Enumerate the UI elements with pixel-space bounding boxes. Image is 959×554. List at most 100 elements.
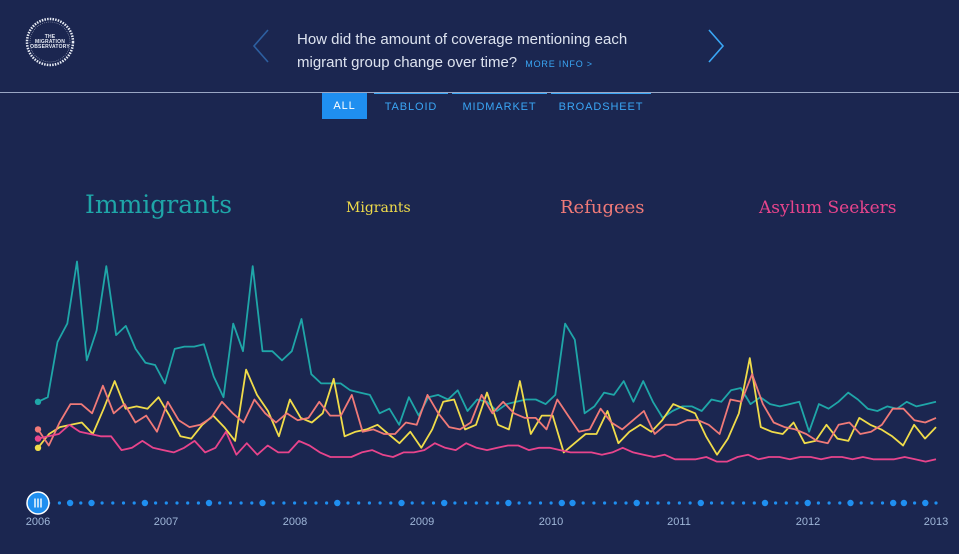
timeline-dot[interactable] (453, 501, 457, 505)
timeline-dot[interactable] (538, 501, 543, 505)
timeline-dot[interactable] (314, 501, 318, 505)
timeline-dot[interactable] (485, 501, 489, 505)
timeline-dot[interactable] (474, 501, 478, 505)
timeline-dot[interactable] (549, 501, 553, 505)
timeline-dot[interactable] (398, 499, 405, 507)
timeline-dot[interactable] (357, 501, 361, 505)
timeline-dot[interactable] (922, 499, 929, 507)
timeline-dot[interactable] (934, 501, 938, 505)
pause-icon[interactable] (26, 491, 50, 515)
timeline-dot[interactable] (282, 501, 286, 505)
timeline-dot[interactable] (141, 499, 149, 507)
timeline-dot[interactable] (66, 499, 74, 507)
timeline-dot[interactable] (378, 501, 382, 505)
timeline-dot[interactable] (367, 501, 371, 505)
timeline-dot[interactable] (581, 501, 585, 505)
timeline-dot[interactable] (624, 501, 628, 505)
timeline-dot[interactable] (890, 499, 897, 507)
series-label-asylum-seekers[interactable]: Asylum Seekers (759, 198, 897, 218)
timeline-dot[interactable] (517, 501, 521, 505)
timeline-dot[interactable] (667, 501, 671, 505)
timeline-dot[interactable] (293, 501, 297, 505)
timeline-dot[interactable] (784, 501, 788, 505)
timeline-dot[interactable] (613, 501, 617, 505)
timeline-dot[interactable] (259, 499, 266, 507)
timeline-dot[interactable] (592, 501, 596, 505)
timeline-dot[interactable] (633, 499, 640, 507)
timeline-dot[interactable] (774, 501, 778, 505)
timeline-dot[interactable] (859, 501, 863, 505)
timeline-dot[interactable] (334, 499, 341, 507)
timeline-dot[interactable] (645, 501, 650, 505)
chevron-right-icon[interactable] (703, 26, 727, 66)
timeline-dot[interactable] (795, 501, 799, 505)
timeline-dot[interactable] (900, 499, 908, 507)
timeline-dot[interactable] (816, 501, 821, 505)
timeline-dot[interactable] (271, 501, 275, 505)
timeline-dot[interactable] (870, 501, 874, 505)
timeline-dot[interactable] (303, 501, 307, 505)
timeline-dot[interactable] (441, 499, 448, 507)
timeline-dot[interactable] (569, 499, 576, 507)
migration-observatory-logo[interactable]: THE MIGRATION OBSERVATORY (24, 16, 76, 68)
timeline-dot[interactable] (410, 501, 414, 505)
timeline-dot[interactable] (827, 501, 831, 505)
series-label-migrants[interactable]: Migrants (346, 200, 411, 216)
timeline-dot[interactable] (464, 501, 468, 505)
tab-midmarket[interactable]: MIDMARKET (452, 93, 547, 119)
timeline-dot[interactable] (496, 501, 500, 505)
timeline-dot[interactable] (205, 499, 213, 507)
timeline-dot[interactable] (677, 501, 682, 505)
timeline-dot[interactable] (164, 501, 168, 505)
timeline-dot[interactable] (913, 501, 917, 505)
more-info-link[interactable]: MORE INFO > (525, 59, 593, 69)
timeline-dot[interactable] (656, 501, 660, 505)
timeline-dot[interactable] (389, 501, 393, 505)
timeline-dot[interactable] (154, 501, 158, 505)
timeline-dot[interactable] (603, 501, 607, 505)
timeline-dot[interactable] (132, 501, 136, 505)
tab-tabloid[interactable]: TABLOID (374, 93, 448, 119)
timeline-dot[interactable] (239, 501, 243, 505)
timeline-dot[interactable] (752, 501, 756, 505)
tab-all[interactable]: ALL (322, 93, 367, 119)
timeline-dot[interactable] (804, 499, 811, 507)
timeline-dot[interactable] (175, 501, 179, 505)
timeline-dot[interactable] (79, 501, 83, 505)
timeline-dot[interactable] (558, 499, 565, 507)
timeline-dot[interactable] (431, 501, 436, 505)
timeline-dot[interactable] (196, 501, 200, 505)
timeline-dot[interactable] (111, 501, 115, 505)
timeline-dot[interactable] (228, 501, 232, 505)
timeline-dot[interactable] (528, 501, 532, 505)
timeline-dot[interactable] (218, 501, 222, 505)
timeline-dot[interactable] (880, 501, 885, 505)
timeline-dot[interactable] (709, 501, 714, 505)
timeline-dot[interactable] (325, 501, 329, 505)
timeline-dot[interactable] (421, 501, 425, 505)
timeline-dot[interactable] (720, 501, 724, 505)
timeline-dot[interactable] (88, 499, 95, 507)
series-label-refugees[interactable]: Refugees (560, 197, 645, 218)
timeline-dot[interactable] (697, 499, 704, 507)
timeline-dot[interactable] (688, 501, 692, 505)
series-label-immigrants[interactable]: Immigrants (85, 190, 233, 219)
timeline-dot[interactable] (731, 501, 735, 505)
timeline-dot[interactable] (847, 499, 854, 507)
series-line-refugees[interactable] (37, 373, 937, 447)
timeline-dot[interactable] (57, 501, 62, 505)
timeline-dot[interactable] (346, 501, 350, 505)
timeline-dot[interactable] (505, 499, 512, 507)
tab-broadsheet[interactable]: BROADSHEET (551, 93, 651, 119)
timeline-dot[interactable] (742, 501, 746, 505)
series-line-immigrants[interactable] (37, 260, 937, 433)
chevron-left-icon[interactable] (250, 26, 274, 66)
series-line-asylum-seekers[interactable] (37, 423, 937, 463)
timeline-dot[interactable] (100, 501, 104, 505)
series-line-migrants[interactable] (37, 357, 937, 456)
timeline-dot[interactable] (250, 501, 254, 505)
timeline-dot[interactable] (838, 501, 842, 505)
timeline-dot[interactable] (121, 501, 126, 505)
timeline-dot[interactable] (186, 501, 190, 505)
timeline-dot[interactable] (761, 499, 769, 507)
